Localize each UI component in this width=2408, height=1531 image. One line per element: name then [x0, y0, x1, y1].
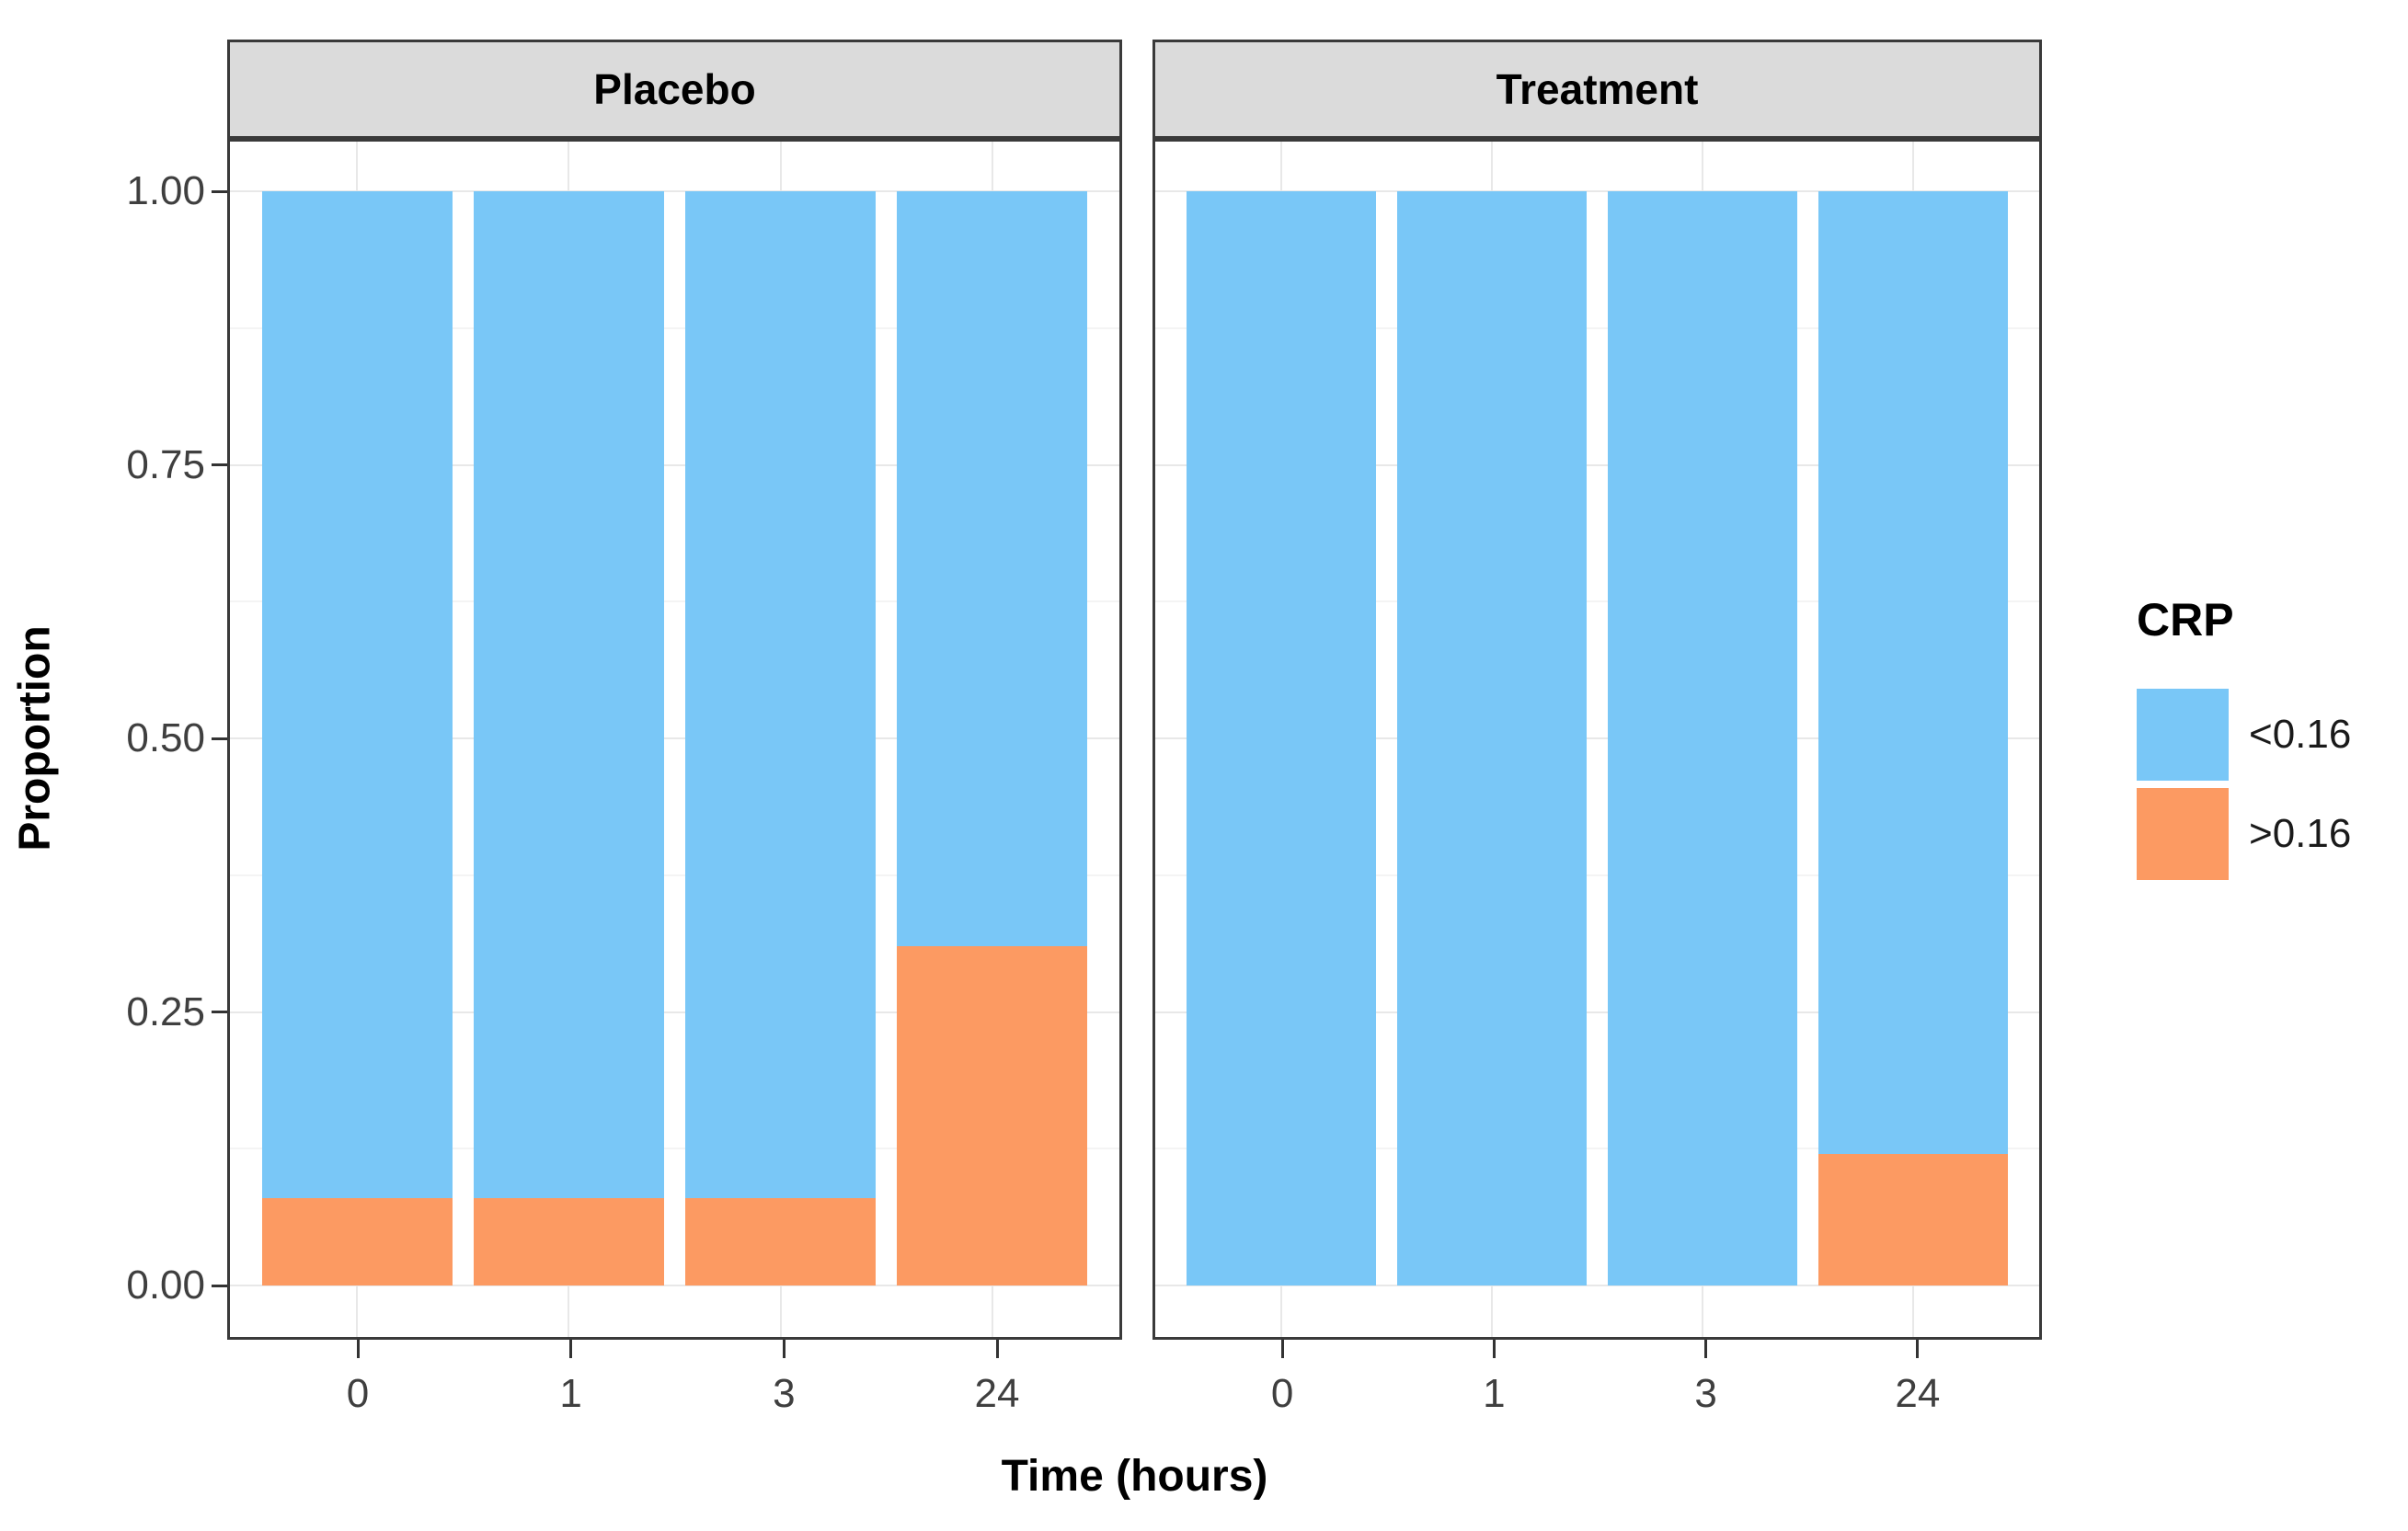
gridline-major — [230, 737, 1119, 739]
facet-strip-placebo: Placebo — [227, 40, 1122, 139]
bar-segment — [473, 1197, 664, 1285]
x-axis-tick — [995, 1340, 999, 1358]
gridline-major — [1155, 190, 2039, 192]
gridline-minor — [1155, 874, 2039, 876]
legend-swatch-orange-icon — [2137, 788, 2229, 880]
x-tick-label: 0 — [346, 1371, 370, 1416]
gridline-minor — [230, 1148, 1119, 1150]
x-tick-label: 0 — [1270, 1371, 1294, 1416]
bar-segment — [1187, 191, 1377, 1285]
gridline-major — [1155, 737, 2039, 739]
gridline-major — [1155, 1285, 2039, 1286]
bar-segment — [1817, 191, 2008, 1155]
legend-entry-label: <0.16 — [2249, 712, 2352, 757]
x-tick-label: 1 — [1483, 1371, 1506, 1416]
gridline-minor — [230, 326, 1119, 329]
legend-entry-label: >0.16 — [2249, 811, 2352, 856]
bar-segment — [261, 1197, 453, 1285]
bar-segment — [897, 946, 1088, 1285]
gridline-major — [1155, 1011, 2039, 1013]
bar-segment — [897, 191, 1088, 947]
x-tick-label: 3 — [1694, 1371, 1717, 1416]
gridline-major — [1155, 463, 2039, 466]
y-tick-label: 0.75 — [126, 441, 205, 487]
gridline-major — [230, 1011, 1119, 1013]
gridline-major — [230, 190, 1119, 192]
legend-entry: >0.16 — [2137, 788, 2403, 880]
y-axis-tick — [212, 1011, 227, 1013]
y-tick-label: 0.00 — [126, 1263, 205, 1308]
x-axis-treatment: 0 1 3 24 — [1152, 1340, 2042, 1450]
x-tick-label: 1 — [559, 1371, 582, 1416]
gridline-major — [230, 1285, 1119, 1286]
x-axis-tick — [782, 1340, 785, 1358]
facet-strip-label: Placebo — [593, 65, 756, 113]
legend-title: CRP — [2137, 594, 2234, 646]
gridline-minor — [1155, 326, 2039, 329]
y-axis: 1.00 0.75 0.50 0.25 0.00 — [0, 139, 227, 1340]
y-axis-tick — [212, 189, 227, 193]
x-axis-tick — [1916, 1340, 1920, 1358]
x-tick-label: 3 — [773, 1371, 796, 1416]
bar-segment — [261, 191, 453, 1198]
bar-segment — [685, 191, 877, 1198]
y-tick-label: 0.25 — [126, 988, 205, 1034]
facet-panel-placebo — [227, 139, 1122, 1340]
x-axis-title: Time (hours) — [1001, 1452, 1268, 1501]
x-axis-tick — [1280, 1340, 1284, 1358]
bar-segment — [685, 1197, 877, 1285]
legend: CRP <0.16 >0.16 — [2137, 593, 2403, 887]
y-axis-tick — [212, 463, 227, 466]
y-tick-label: 1.00 — [126, 168, 205, 213]
x-axis-tick — [356, 1340, 360, 1358]
legend-swatch-blue-icon — [2137, 689, 2229, 781]
gridline-minor — [230, 600, 1119, 603]
facet-strip-treatment: Treatment — [1152, 40, 2042, 139]
gridline-major — [230, 463, 1119, 466]
x-axis-tick — [1704, 1340, 1708, 1358]
facet-panel-treatment — [1152, 139, 2042, 1340]
x-axis-placebo: 0 1 3 24 — [227, 1340, 1122, 1450]
bar-segment — [1397, 191, 1588, 1285]
x-tick-label: 24 — [974, 1371, 1020, 1416]
y-tick-label: 0.50 — [126, 715, 205, 760]
y-axis-tick — [212, 737, 227, 740]
x-axis-tick — [569, 1340, 573, 1358]
facet-strip-label: Treatment — [1496, 65, 1699, 113]
bar-segment — [473, 191, 664, 1198]
bar-segment — [1607, 191, 1797, 1285]
x-axis-tick — [1492, 1340, 1496, 1358]
legend-entry: <0.16 — [2137, 689, 2403, 781]
gridline-minor — [1155, 1148, 2039, 1150]
y-axis-tick — [212, 1284, 227, 1287]
gridline-minor — [230, 874, 1119, 876]
bar-segment — [1817, 1154, 2008, 1285]
x-tick-label: 24 — [1895, 1371, 1941, 1416]
gridline-minor — [1155, 600, 2039, 603]
